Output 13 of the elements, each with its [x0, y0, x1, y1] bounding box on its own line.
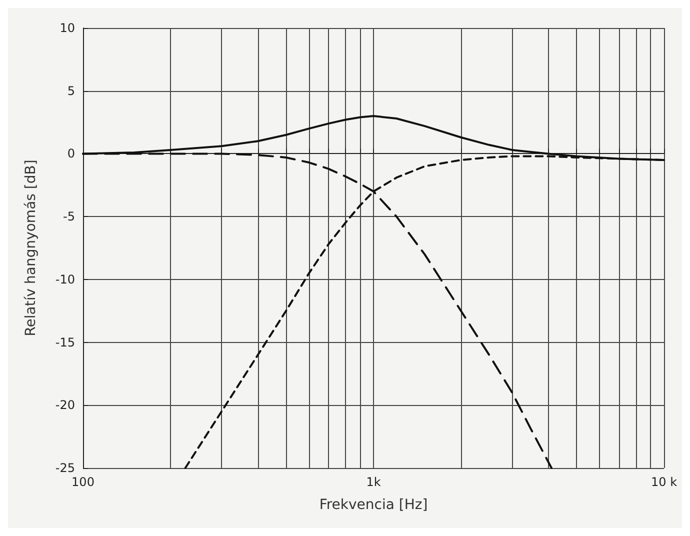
- x-tick-label: 10 k: [650, 475, 678, 489]
- y-tick-label: -15: [55, 335, 75, 350]
- y-tick-label: -10: [55, 272, 75, 286]
- y-tick-label: -20: [55, 398, 75, 412]
- x-tick-label: 100: [72, 475, 94, 489]
- y-tick-label: 5: [67, 84, 75, 98]
- y-tick-label: 10: [60, 21, 75, 35]
- x-tick-label: 1k: [366, 475, 381, 489]
- y-tick-label: -25: [55, 461, 75, 475]
- x-axis-title: Frekvencia [Hz]: [319, 497, 428, 513]
- y-tick-label: 0: [67, 146, 75, 161]
- y-axis-title: Relatív hangnyomás [dB]: [23, 160, 39, 336]
- y-tick-label: -5: [63, 210, 75, 224]
